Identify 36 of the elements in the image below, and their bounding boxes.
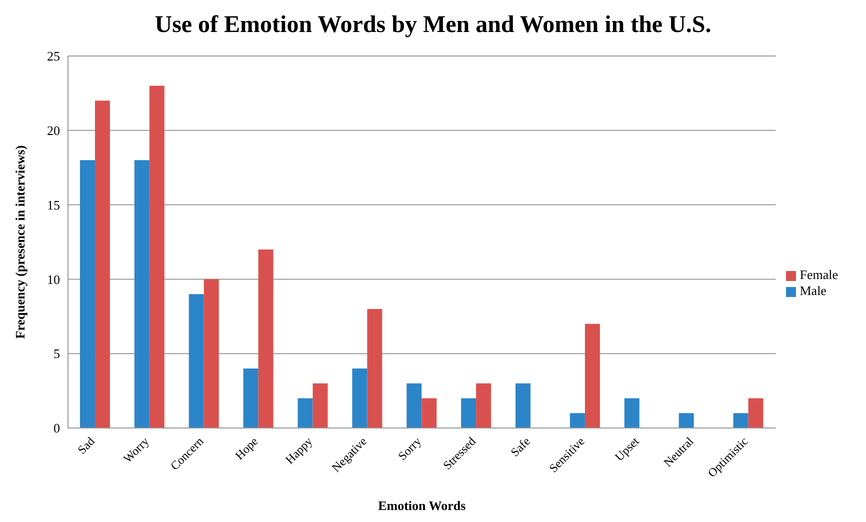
bar xyxy=(204,279,219,428)
bar xyxy=(406,383,422,428)
bar xyxy=(624,398,640,428)
bar xyxy=(312,383,328,428)
bar xyxy=(422,398,437,428)
legend-label: Male xyxy=(800,283,826,298)
y-axis-title: Frequency (presence in interviews) xyxy=(12,145,28,339)
bar xyxy=(352,368,368,428)
bar xyxy=(188,294,204,428)
bar xyxy=(476,383,492,428)
y-tick-label: 10 xyxy=(47,272,60,287)
bar xyxy=(134,160,150,428)
x-tick-label: Safe xyxy=(508,434,533,460)
bar xyxy=(94,100,110,428)
bar xyxy=(367,308,382,428)
bar xyxy=(748,398,764,428)
bar xyxy=(243,368,258,428)
bar xyxy=(149,86,164,428)
bar xyxy=(298,398,313,428)
legend-label: Female xyxy=(800,267,838,282)
y-tick-label: 25 xyxy=(47,48,60,64)
y-tick-label: 15 xyxy=(47,197,60,212)
x-axis-title: Emotion Words xyxy=(378,498,466,513)
x-tick-label: Sad xyxy=(74,434,98,457)
y-tick-label: 20 xyxy=(47,123,60,138)
bar xyxy=(570,413,585,428)
bar xyxy=(516,383,531,428)
bar xyxy=(258,249,274,428)
bar xyxy=(678,413,694,428)
bar xyxy=(80,160,95,428)
y-tick-label: 0 xyxy=(54,420,60,436)
bar xyxy=(461,398,476,428)
chart-title: Use of Emotion Words by Men and Women in the U.S. xyxy=(154,11,712,40)
y-tick-label: 5 xyxy=(54,346,60,362)
bar xyxy=(733,413,748,428)
bar xyxy=(584,324,600,428)
